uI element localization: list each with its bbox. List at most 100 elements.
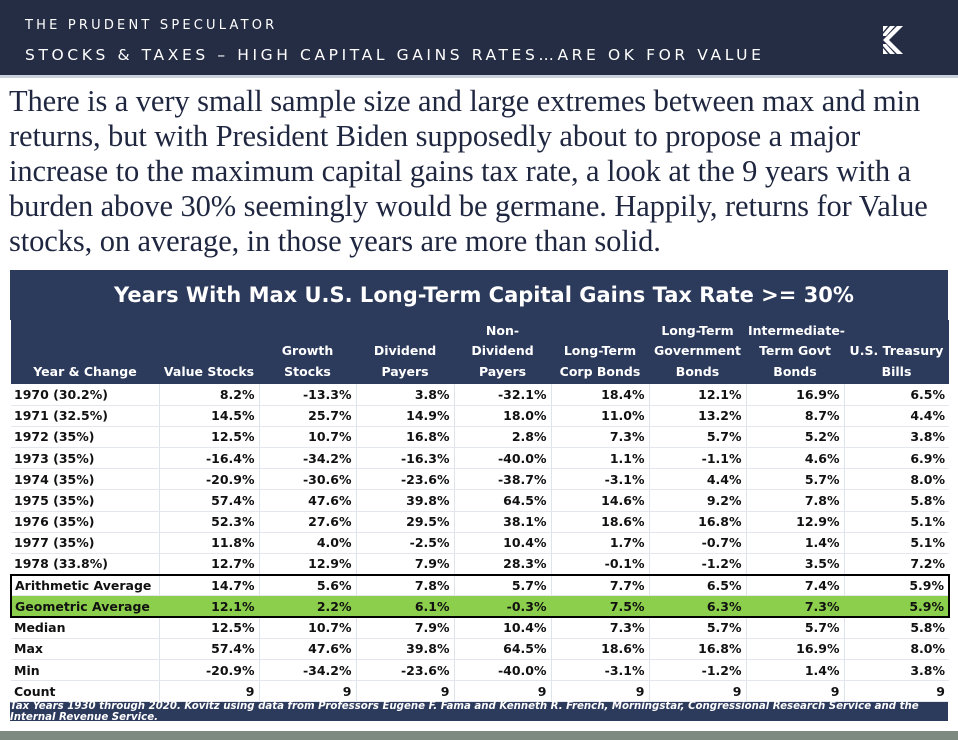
return-cell: 7.3% — [551, 426, 650, 449]
summary-value: 7.3% — [746, 595, 845, 619]
return-cell: 12.7% — [159, 553, 260, 576]
summary-label: Count — [11, 680, 160, 703]
return-cell: -13.3% — [259, 384, 357, 406]
return-cell: 1.1% — [551, 447, 650, 470]
return-cell: 14.5% — [159, 405, 260, 427]
summary-value: 7.5% — [551, 595, 650, 619]
summary-value: 16.9% — [746, 638, 845, 660]
summary-value: -3.1% — [551, 659, 650, 682]
return-cell: 4.4% — [844, 405, 949, 427]
return-cell: 8.2% — [159, 384, 260, 406]
summary-value: 64.5% — [454, 638, 552, 660]
return-cell: 12.5% — [159, 426, 260, 449]
column-header: Long-Term Corp Bonds — [551, 320, 649, 384]
intro-paragraph: There is a very small sample size and la… — [9, 84, 928, 258]
summary-value: 14.7% — [159, 573, 260, 597]
summary-value: 5.8% — [844, 617, 949, 639]
summary-value: 39.8% — [356, 638, 455, 660]
summary-value: -40.0% — [454, 659, 552, 682]
summary-value: 3.8% — [844, 659, 949, 682]
return-cell: -0.7% — [649, 532, 747, 555]
summary-value: 9 — [746, 680, 845, 703]
return-cell: 29.5% — [356, 511, 455, 533]
summary-value: 7.4% — [746, 573, 845, 597]
return-cell: -20.9% — [159, 468, 260, 491]
summary-value: 18.6% — [551, 638, 650, 660]
return-cell: -40.0% — [454, 447, 552, 470]
return-cell: 5.2% — [746, 426, 845, 449]
column-header: Dividend Payers — [356, 320, 454, 384]
summary-row: Count 9 9 9 9 9 9 9 9 — [11, 680, 949, 703]
summary-value: 10.4% — [454, 617, 552, 639]
return-cell: 52.3% — [159, 511, 260, 533]
return-cell: 6.5% — [844, 384, 949, 406]
return-cell: 5.8% — [844, 489, 949, 512]
return-cell: -1.1% — [649, 447, 747, 470]
return-cell: 2.8% — [454, 426, 552, 449]
return-cell: 38.1% — [454, 511, 552, 533]
summary-value: 16.8% — [649, 638, 747, 660]
column-header: Intermediate- Term Govt Bonds — [746, 320, 845, 384]
return-cell: -32.1% — [454, 384, 552, 406]
return-cell: -16.4% — [159, 447, 260, 470]
return-cell: 64.5% — [454, 489, 552, 512]
summary-label: Geometric Average — [10, 595, 160, 619]
summary-value: 8.0% — [844, 638, 949, 660]
return-cell: 27.6% — [259, 511, 357, 533]
summary-value: -34.2% — [259, 659, 357, 682]
kovitz-chevron-logo-icon — [883, 26, 903, 54]
return-cell: -1.2% — [649, 553, 747, 576]
slide-header: THE PRUDENT SPECULATOR STOCKS & TAXES – … — [0, 0, 958, 75]
return-cell: 14.9% — [356, 405, 455, 427]
return-cell: 7.8% — [746, 489, 845, 512]
summary-label: Arithmetic Average — [10, 573, 160, 597]
summary-value: 9 — [844, 680, 949, 703]
return-cell: -16.3% — [356, 447, 455, 470]
return-cell: 12.9% — [746, 511, 845, 533]
return-cell: 16.8% — [649, 511, 747, 533]
summary-value: 5.9% — [844, 595, 950, 619]
summary-value: 12.5% — [159, 617, 260, 639]
year-cell: 1978 (33.8%) — [11, 553, 160, 576]
summary-value: 9 — [356, 680, 455, 703]
summary-value: 5.7% — [746, 617, 845, 639]
return-cell: 3.8% — [844, 426, 949, 449]
return-cell: -30.6% — [259, 468, 357, 491]
return-cell: 28.3% — [454, 553, 552, 576]
summary-label: Median — [11, 617, 160, 639]
header-divider — [0, 75, 958, 78]
summary-value: 7.7% — [551, 573, 650, 597]
column-header: U.S. Treasury Bills — [844, 320, 949, 384]
return-cell: 6.9% — [844, 447, 949, 470]
summary-value: -20.9% — [159, 659, 260, 682]
summary-value: 7.3% — [551, 617, 650, 639]
summary-value: 12.1% — [159, 595, 260, 619]
return-cell: 8.7% — [746, 405, 845, 427]
return-cell: -38.7% — [454, 468, 552, 491]
return-cell: 5.1% — [844, 532, 949, 555]
column-header: Long-Term Government Bonds — [649, 320, 746, 384]
summary-value: 47.6% — [259, 638, 357, 660]
year-cell: 1970 (30.2%) — [11, 384, 160, 406]
summary-value: 9 — [551, 680, 650, 703]
return-cell: 10.4% — [454, 532, 552, 555]
return-cell: 11.0% — [551, 405, 650, 427]
return-cell: -0.1% — [551, 553, 650, 576]
return-cell: -2.5% — [356, 532, 455, 555]
return-cell: 16.9% — [746, 384, 845, 406]
return-cell: 1.7% — [551, 532, 650, 555]
summary-value: 5.6% — [259, 573, 357, 597]
return-cell: -3.1% — [551, 468, 650, 491]
summary-value: 9 — [159, 680, 260, 703]
summary-value: 2.2% — [259, 595, 357, 619]
year-cell: 1973 (35%) — [11, 447, 160, 470]
source-footnote: Tax Years 1930 through 2020. Kovitz usin… — [10, 701, 948, 723]
return-cell: 5.1% — [844, 511, 949, 533]
return-cell: 4.6% — [746, 447, 845, 470]
table-row: 1978 (33.8%) 12.7% 12.9% 7.9% 28.3% -0.1% -1.2… — [11, 553, 949, 576]
column-header: Value Stocks — [159, 320, 259, 384]
summary-value: 7.8% — [356, 573, 455, 597]
return-cell: 13.2% — [649, 405, 747, 427]
summary-value: 10.7% — [259, 617, 357, 639]
column-header-row: Year & Change Value Stocks Growth Stocks Di… — [11, 320, 949, 384]
